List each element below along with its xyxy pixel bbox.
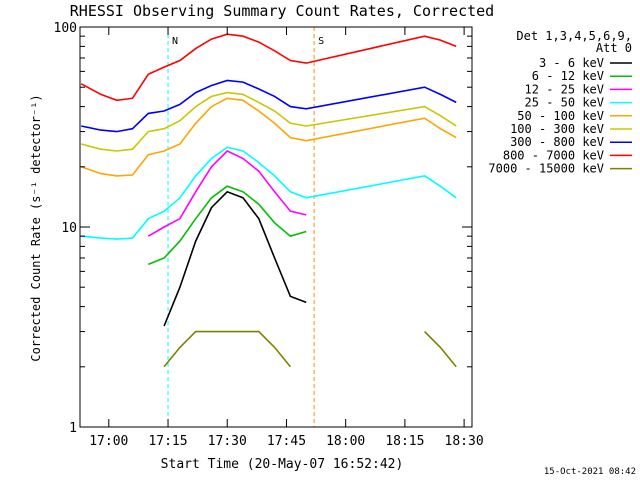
x-axis-label: Start Time (20-May-07 16:52:42)	[161, 457, 404, 472]
series-line-6	[80, 91, 457, 152]
y-tick-label-2: 10	[61, 221, 77, 236]
series-line-1	[163, 190, 307, 327]
x-tick-label-6: 18:15	[385, 434, 424, 449]
plot-frame	[79, 26, 473, 428]
series-line-2	[147, 185, 307, 266]
detector-info-line-2: Att 0	[596, 41, 632, 55]
x-tick-label-4: 17:45	[267, 434, 306, 449]
series-line-3	[147, 150, 307, 237]
detector-info-line-1: Det 1,3,4,5,6,9,	[516, 29, 632, 43]
annotation-label-2: S	[318, 36, 324, 47]
y-tick-label-3: 100	[54, 21, 77, 36]
x-tick-label-2: 17:15	[148, 434, 187, 449]
timestamp: 15-Oct-2021 08:42	[544, 467, 636, 477]
series-line-5	[80, 97, 457, 177]
x-tick-label-1: 17:00	[89, 434, 128, 449]
x-tick-label-7: 18:30	[445, 434, 484, 449]
legend-label-3: 12 - 25 keV	[525, 82, 604, 96]
series-line-9	[163, 330, 457, 368]
legend-label-1: 3 - 6 keV	[539, 56, 604, 70]
legend-label-6: 100 - 300 keV	[510, 122, 604, 136]
legend-label-7: 300 - 800 keV	[510, 135, 604, 149]
legend-label-5: 50 - 100 keV	[517, 109, 604, 123]
tick-layer: 17:00 17:15 17:30 17:45 18:00 18:15 18:30 1 10 10…	[54, 21, 484, 449]
series-layer	[80, 33, 457, 368]
y-axis-label: Corrected Count Rate (s⁻¹ detector⁻¹)	[29, 94, 43, 361]
series-line-4	[81, 146, 457, 240]
legend-label-2: 6 - 12 keV	[532, 69, 604, 83]
x-tick-label-5: 18:00	[326, 434, 365, 449]
chart-title: RHESSI Observing Summary Count Rates, Co…	[70, 2, 494, 20]
legend-label-4: 25 - 50 keV	[525, 96, 604, 110]
y-tick-label-1: 1	[69, 421, 77, 436]
x-tick-label-3: 17:30	[208, 434, 247, 449]
annotation-label-1: N	[172, 36, 178, 47]
legend-label-9: 7000 - 15000 keV	[488, 162, 604, 176]
series-line-8	[80, 33, 457, 102]
legend-label-8: 800 - 7000 keV	[503, 148, 604, 162]
series-line-7	[81, 79, 457, 133]
